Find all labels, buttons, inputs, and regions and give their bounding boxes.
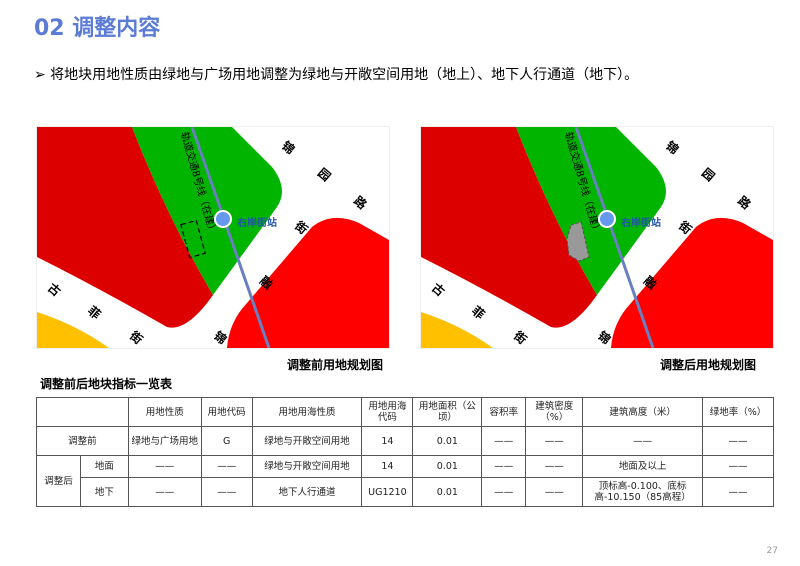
road-label-gufei: 古 [429,280,448,299]
before-map-caption: 调整前用地规划图 [287,358,384,372]
header-cell: 用地性质 [127,397,202,427]
after-map: 轨道交通8号线（在建） 右岸街站锦园路街融锦古菲街 [420,126,774,349]
commercial-parcel-left [421,127,597,328]
cell: 绿地与开敞空间用地 [251,455,363,478]
cell: —— [481,477,527,507]
cell: 0.01 [412,477,483,507]
cell: 0.01 [412,426,483,456]
cell: —— [200,477,253,507]
row-label: 调整后 [36,455,81,507]
table-row: 调整后 地面 —— —— 绿地与开敞空间用地 14 0.01 —— —— 地面及… [36,455,774,507]
road-label-gufei: 街 [510,327,530,347]
underground-passage-area [566,221,590,262]
header-cell: 绿地率（%） [702,397,774,427]
page-number: 27 [766,546,778,556]
cell: 地面及以上 [582,455,704,478]
cell: UG1210 [361,477,414,507]
after-map-caption: 调整后用地规划图 [660,358,757,372]
yellow-parcel [421,312,493,348]
header-cell: 用地面积（公顷） [412,397,483,427]
cell: —— [481,455,527,478]
cell: —— [702,455,774,478]
header-cell: 容积率 [481,397,527,427]
indicator-table: 用地性质 用地代码 用地用海性质 用地用海代码 用地面积（公顷） 容积率 建筑密… [36,397,774,507]
header-cell: 用地用海性质 [251,397,363,427]
road-label-jinrong: 锦 [211,328,230,347]
header-cell [36,397,129,427]
header-cell: 建筑密度（%） [525,397,584,427]
road-label-jinyuan: 园 [699,166,717,184]
cell: —— [702,426,774,456]
cell: 地下人行通道 [251,477,363,507]
station-label: 右岸街站 [620,216,661,229]
cell: —— [127,477,202,507]
cell: —— [582,426,704,456]
header-row: 用地性质 用地代码 用地用海性质 用地用海代码 用地面积（公顷） 容积率 建筑密… [36,397,774,427]
cell: 顶标高-0.100、底标高-10.150（85高程） [582,477,704,507]
page-title: 02 调整内容 [34,16,161,41]
commercial-parcel-left [37,127,213,328]
row-label: 调整前 [36,426,129,456]
commercial-parcel-right [227,217,389,348]
green-parcel [516,127,666,295]
road-label-jinrong: 锦 [595,328,614,347]
header-cell: 用地代码 [200,397,253,427]
cell: —— [200,455,253,478]
metro-line-8 [190,126,271,349]
cell: —— [525,426,584,456]
road-label-jinyuan: 园 [315,166,333,184]
cell: G [200,426,253,456]
road-label-jinyuan: 锦 [279,138,298,157]
cell: —— [127,455,202,478]
table-title: 调整前后地块指标一览表 [40,377,173,391]
header-cell: 用地用海代码 [361,397,414,427]
road-label-jinyuan: 路 [735,193,755,213]
sub-row-label: 地下 [79,477,129,507]
station-label: 右岸街站 [236,216,277,229]
cell: 绿地与开敞空间用地 [251,426,363,456]
commercial-parcel-right [611,217,773,348]
bullet-text: ➢ 将地块用地性质由绿地与广场用地调整为绿地与开敞空间用地（地上）、地下人行通道… [34,67,639,83]
cell: —— [481,426,527,456]
metro-line-8 [574,126,655,349]
table-row: 地下 —— —— 地下人行通道 UG1210 0.01 —— —— 顶标高-0.… [37,477,774,507]
road-label-gufei: 菲 [85,303,104,322]
road-label-gufei: 街 [126,327,146,347]
road-label-jinyuan: 锦 [663,138,682,157]
adjustment-parcel-outline [180,219,206,259]
table-row: 调整前 绿地与广场用地 G 绿地与开敞空间用地 14 0.01 —— —— ——… [36,426,774,456]
cell: —— [525,455,584,478]
road-label-gufei: 菲 [469,303,488,322]
yellow-parcel [37,312,109,348]
road-label-jinyuan: 路 [351,193,371,213]
sub-row-label: 地面 [79,455,129,478]
station-icon [214,210,232,228]
cell: —— [525,477,584,507]
cell: —— [702,477,774,507]
before-map: 轨道交通8号线（在建） 右岸街站锦园路街融锦古菲街 [36,126,390,349]
cell: 0.01 [412,455,483,478]
cell: 绿地与广场用地 [127,426,202,456]
header-cell: 建筑高度（米） [582,397,704,427]
cell: 14 [361,455,414,478]
green-parcel [132,127,282,295]
cell: 14 [361,426,414,456]
station-icon [598,210,616,228]
road-label-gufei: 古 [45,280,64,299]
